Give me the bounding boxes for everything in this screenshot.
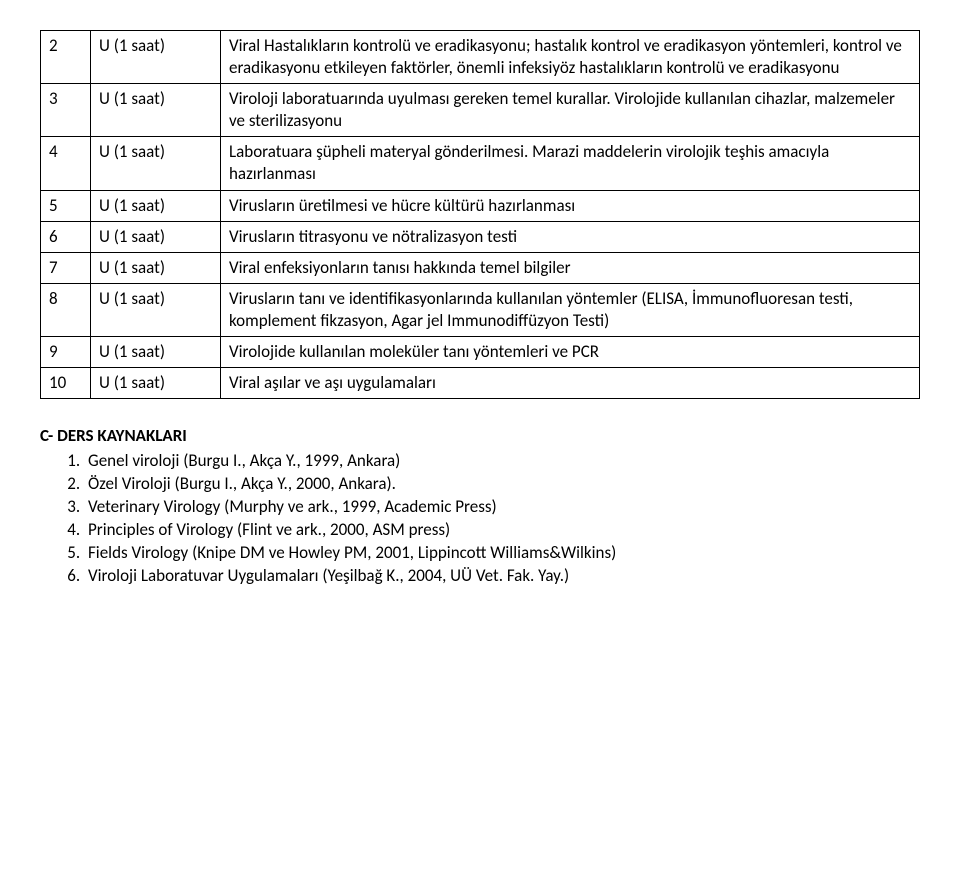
row-duration: U (1 saat) [91,368,221,399]
source-item: Fields Virology (Knipe DM ve Howley PM, … [84,542,920,565]
row-description: Virusların tanı ve identifikasyonlarında… [221,283,920,336]
sources-list: Genel viroloji (Burgu I., Akça Y., 1999,… [40,450,920,588]
row-duration: U (1 saat) [91,190,221,221]
row-duration: U (1 saat) [91,337,221,368]
row-number: 2 [41,31,91,84]
source-item: Veterinary Virology (Murphy ve ark., 199… [84,496,920,519]
source-item: Özel Viroloji (Burgu I., Akça Y., 2000, … [84,473,920,496]
source-item: Viroloji Laboratuvar Uygulamaları (Yeşil… [84,565,920,588]
row-description: Viroloji laboratuarında uyulması gereken… [221,84,920,137]
row-duration: U (1 saat) [91,137,221,190]
table-row: 8U (1 saat)Virusların tanı ve identifika… [41,283,920,336]
row-number: 9 [41,337,91,368]
row-description: Viral Hastalıkların kontrolü ve eradikas… [221,31,920,84]
table-row: 3U (1 saat)Viroloji laboratuarında uyulm… [41,84,920,137]
row-number: 4 [41,137,91,190]
row-number: 5 [41,190,91,221]
row-duration: U (1 saat) [91,31,221,84]
row-description: Viral enfeksiyonların tanısı hakkında te… [221,252,920,283]
source-item: Genel viroloji (Burgu I., Akça Y., 1999,… [84,450,920,473]
sources-heading: C- DERS KAYNAKLARI [40,425,920,446]
course-table: 2U (1 saat)Viral Hastalıkların kontrolü … [40,30,920,399]
row-description: Laboratuara şüpheli materyal gönderilmes… [221,137,920,190]
source-item: Principles of Virology (Flint ve ark., 2… [84,519,920,542]
row-number: 6 [41,221,91,252]
row-duration: U (1 saat) [91,84,221,137]
row-number: 7 [41,252,91,283]
table-row: 5U (1 saat)Virusların üretilmesi ve hücr… [41,190,920,221]
row-description: Virusların üretilmesi ve hücre kültürü h… [221,190,920,221]
table-row: 4U (1 saat)Laboratuara şüpheli materyal … [41,137,920,190]
table-row: 7U (1 saat)Viral enfeksiyonların tanısı … [41,252,920,283]
row-description: Virolojide kullanılan moleküler tanı yön… [221,337,920,368]
row-number: 8 [41,283,91,336]
row-description: Viral aşılar ve aşı uygulamaları [221,368,920,399]
row-duration: U (1 saat) [91,283,221,336]
table-row: 2U (1 saat)Viral Hastalıkların kontrolü … [41,31,920,84]
table-row: 9U (1 saat)Virolojide kullanılan molekül… [41,337,920,368]
table-row: 6U (1 saat)Virusların titrasyonu ve nötr… [41,221,920,252]
row-duration: U (1 saat) [91,252,221,283]
row-description: Virusların titrasyonu ve nötralizasyon t… [221,221,920,252]
row-duration: U (1 saat) [91,221,221,252]
table-row: 10U (1 saat)Viral aşılar ve aşı uygulama… [41,368,920,399]
row-number: 3 [41,84,91,137]
row-number: 10 [41,368,91,399]
